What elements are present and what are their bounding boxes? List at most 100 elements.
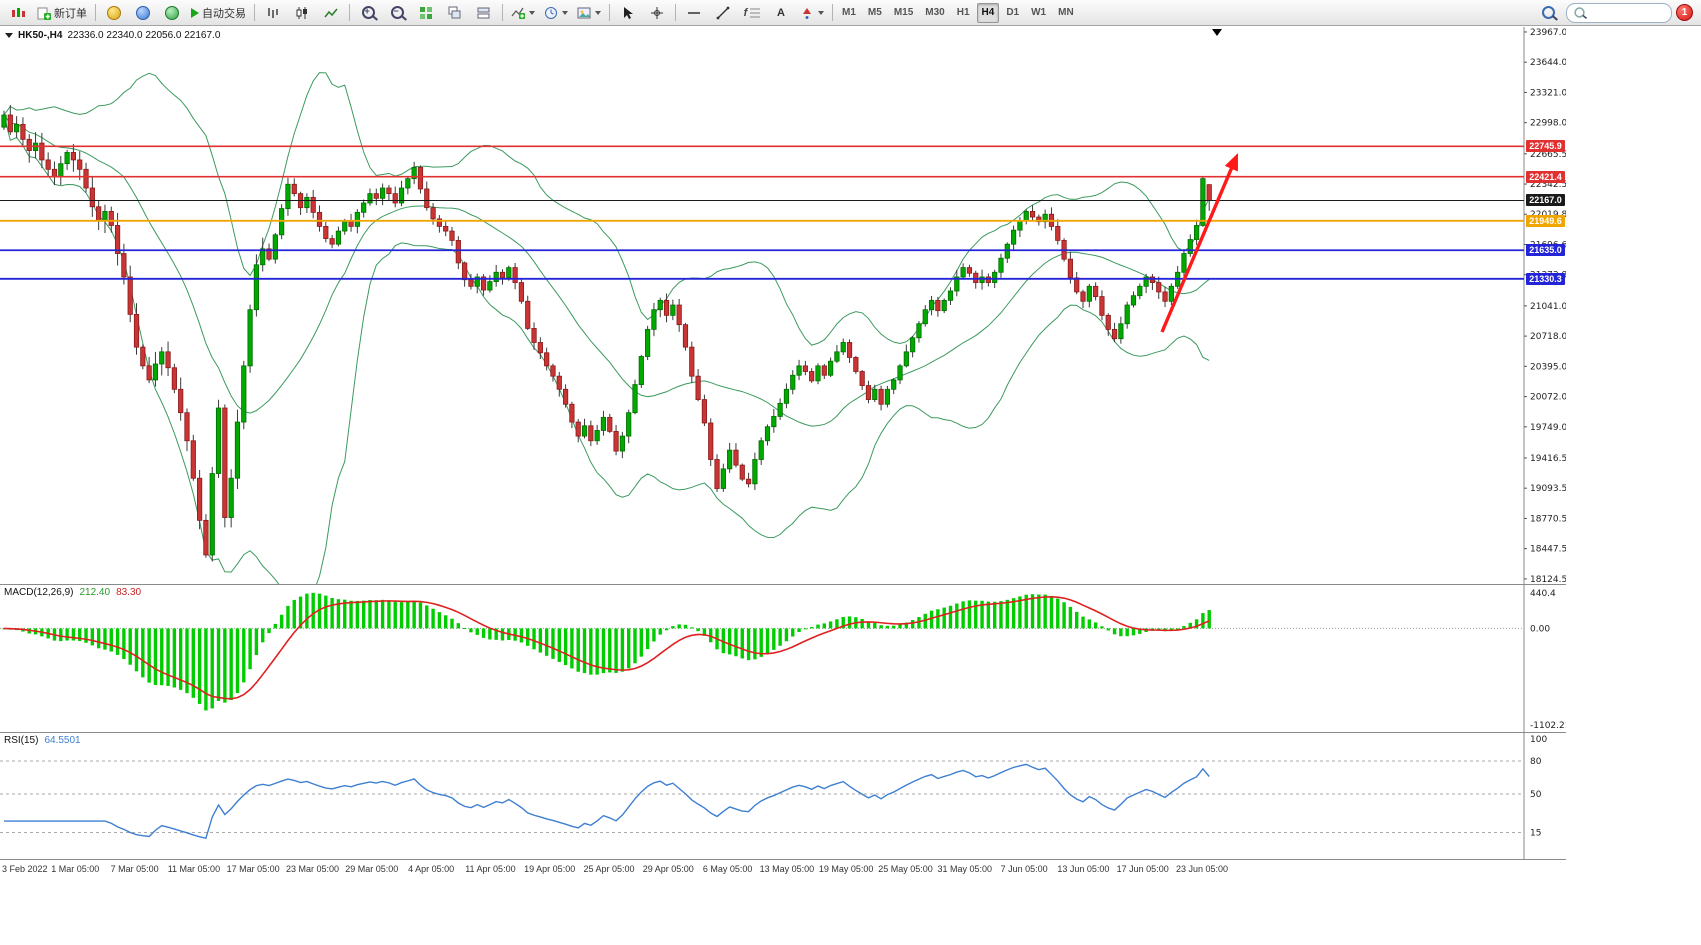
new-order-label: 新订单	[54, 7, 87, 20]
time-axis-label: 29 Mar 05:00	[345, 864, 399, 874]
price-level-tag-21949.6[interactable]: 21949.6	[1526, 214, 1565, 227]
main-chart-canvas[interactable]: 23967.0 23644.0 23321.0 22998.0 22665.5 22342…	[0, 27, 1566, 584]
search-box[interactable]	[1566, 2, 1672, 23]
svg-text:50: 50	[1530, 790, 1542, 800]
timeframe-m1[interactable]: M1	[842, 7, 856, 18]
price-level-tag-22421.4[interactable]: 22421.4	[1526, 170, 1565, 183]
line-chart-type-icon[interactable]	[317, 2, 345, 24]
time-axis-label: 23 Mar 05:00	[285, 864, 340, 874]
time-axis-label: 29 Apr 05:00	[642, 864, 694, 874]
time-axis-label: 6 May 05:00	[702, 864, 753, 874]
svg-text:100: 100	[1530, 735, 1547, 745]
timeframe-h4[interactable]: H4	[976, 2, 1000, 23]
svg-text:19093.5: 19093.5	[1530, 484, 1566, 494]
svg-text:22665.5: 22665.5	[1530, 150, 1566, 160]
add-indicator-icon[interactable]	[507, 2, 539, 24]
price-level-tag-21635.0[interactable]: 21635.0	[1526, 244, 1565, 257]
svg-text:20718.0: 20718.0	[1530, 332, 1566, 342]
timeframe-mn[interactable]: MN	[1058, 7, 1074, 18]
coin-icon	[107, 5, 121, 20]
timeframe-w1[interactable]: W1	[1031, 7, 1047, 18]
rsi-canvas[interactable]: 100 80 50 15	[0, 733, 1566, 860]
price-level-tag-21330.3[interactable]: 21330.3	[1526, 272, 1565, 285]
zoom-out-icon[interactable]: −	[383, 2, 411, 24]
community-icon[interactable]	[158, 2, 186, 24]
chart-header: HK50-,H4 22336.0 22340.0 22056.0 22167.0	[5, 30, 220, 41]
svg-text:22342.5: 22342.5	[1530, 180, 1566, 190]
text-tool-icon[interactable]: A	[767, 2, 795, 24]
svg-text:19749.0: 19749.0	[1530, 423, 1566, 433]
new-chart-icon[interactable]	[4, 2, 32, 24]
candlestick-chart-type-icon[interactable]	[288, 2, 316, 24]
time-axis-label: 23 Jun 05:00	[1175, 864, 1229, 874]
crosshair-icon[interactable]	[643, 2, 671, 24]
rsi-value: 64.5501	[44, 735, 81, 746]
rsi-panel[interactable]: 100 80 50 15 RSI(15) 64.5501	[0, 732, 1566, 860]
arrange-windows-alt-icon[interactable]	[470, 2, 498, 24]
toolbar: 新订单 自动交易 + −	[0, 0, 1701, 26]
macd-panel[interactable]: 440.4 0.00 -1102.21 MACD(12,26,9) 212.40 8…	[0, 584, 1566, 733]
market-watch-icon[interactable]	[129, 2, 157, 24]
time-axis-label: 31 May 05:00	[937, 864, 993, 874]
tile-windows-icon[interactable]	[412, 2, 440, 24]
svg-text:23644.0: 23644.0	[1530, 58, 1566, 68]
timeframe-m15[interactable]: M15	[893, 7, 914, 18]
timeframe-h1[interactable]: H1	[956, 7, 970, 18]
auto-trading-label: 自动交易	[202, 7, 246, 20]
macd-label: MACD(12,26,9)	[4, 587, 74, 598]
macd-header: MACD(12,26,9) 212.40 83.30	[4, 587, 141, 598]
arrange-windows-icon[interactable]	[441, 2, 469, 24]
time-axis-label: 13 Jun 05:00	[1057, 864, 1110, 874]
svg-text:22998.0: 22998.0	[1530, 119, 1566, 129]
separator	[349, 4, 350, 21]
time-axis-label: 13 May 05:00	[759, 864, 815, 874]
play-icon	[191, 7, 199, 18]
auto-trading-button[interactable]: 自动交易	[187, 3, 250, 23]
new-order-button[interactable]: 新订单	[33, 3, 91, 23]
time-axis-label: 11 Apr 05:00	[465, 864, 516, 874]
time-axis-label: 1 Mar 05:00	[51, 864, 100, 874]
time-axis-label: 7 Jun 05:00	[1000, 864, 1048, 874]
separator	[502, 4, 503, 21]
svg-text:18447.5: 18447.5	[1530, 545, 1566, 555]
time-axis-label: 25 May 05:00	[878, 864, 933, 874]
time-axis[interactable]: 3 Feb 2022 1 Mar 05:00 7 Mar 05:00 11 Mar 0…	[0, 859, 1566, 882]
separator	[254, 4, 255, 21]
time-axis-label: 7 Mar 05:00	[110, 864, 159, 874]
search-area: 1	[1534, 2, 1693, 24]
search-icon[interactable]	[1534, 2, 1562, 24]
macd-main-value: 212.40	[79, 587, 111, 598]
timeframe-d1[interactable]: D1	[1006, 7, 1020, 18]
bar-chart-type-icon[interactable]	[259, 2, 287, 24]
svg-text:18124.5: 18124.5	[1530, 575, 1566, 584]
text-glyph: A	[777, 6, 785, 19]
search-input[interactable]	[1590, 6, 1656, 19]
dropdown-caret-icon	[562, 10, 568, 15]
timeframe-m5[interactable]: M5	[867, 7, 882, 18]
fibonacci-tool-icon[interactable]: f	[738, 2, 766, 24]
rsi-header: RSI(15) 64.5501	[4, 735, 81, 746]
price-level-tag-22745.9[interactable]: 22745.9	[1526, 140, 1565, 153]
snapshot-icon[interactable]	[573, 2, 605, 24]
macd-canvas[interactable]: 440.4 0.00 -1102.21	[0, 585, 1566, 733]
cursor-icon[interactable]	[614, 2, 642, 24]
separator	[609, 4, 610, 21]
trendline-tool-icon[interactable]	[709, 2, 737, 24]
macd-signal-value: 83.30	[116, 587, 142, 598]
svg-text:20072.0: 20072.0	[1530, 393, 1566, 403]
periods-icon[interactable]	[540, 2, 572, 24]
main-chart-panel[interactable]: 23967.0 23644.0 23321.0 22998.0 22665.5 22342…	[0, 27, 1566, 584]
arrows-tool-icon[interactable]	[796, 2, 828, 24]
horizontal-line-tool-icon[interactable]	[680, 2, 708, 24]
time-axis-label: 11 Mar 05:00	[167, 864, 221, 874]
svg-text:80: 80	[1530, 757, 1542, 767]
timeframe-m30[interactable]: M30	[925, 7, 945, 18]
green-globe-icon	[165, 5, 179, 20]
time-axis-label: 3 Feb 2022	[2, 864, 48, 874]
chart-menu-icon[interactable]	[5, 33, 13, 38]
zoom-in-icon[interactable]: +	[354, 2, 382, 24]
notification-badge[interactable]: 1	[1676, 4, 1693, 21]
svg-text:23967.0: 23967.0	[1530, 28, 1566, 38]
history-center-icon[interactable]	[100, 2, 128, 24]
